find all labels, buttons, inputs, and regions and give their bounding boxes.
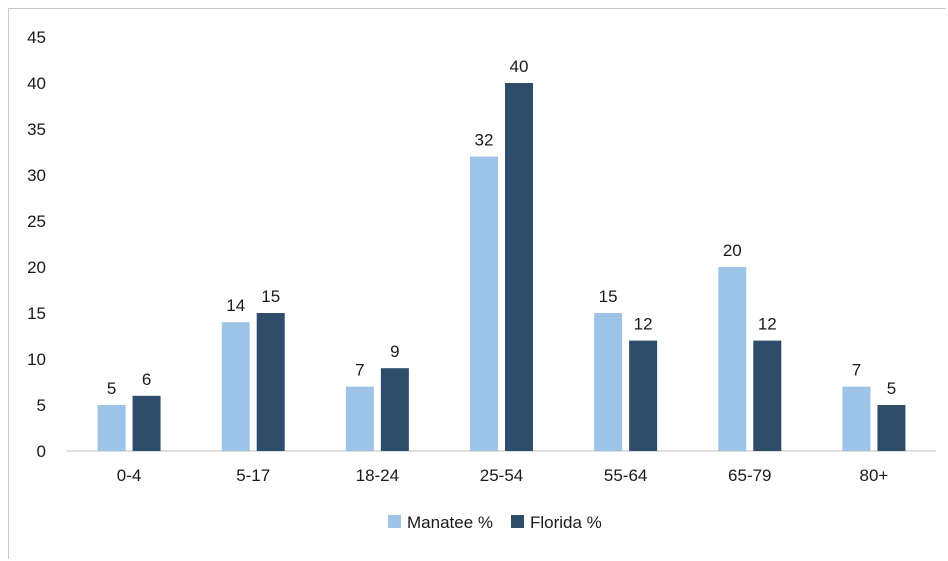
bar-florida [132,395,161,451]
data-label: 9 [390,342,399,361]
bar-manatee [345,386,374,451]
x-tick-label: 65-79 [728,466,771,485]
bar-manatee [594,313,623,451]
data-label: 40 [510,57,529,76]
data-label: 14 [226,296,245,315]
data-label: 5 [107,379,116,398]
data-label: 7 [852,361,861,380]
data-label: 7 [355,361,364,380]
y-tick-label: 5 [37,396,46,415]
y-tick-label: 15 [27,304,46,323]
x-tick-label: 5-17 [236,466,270,485]
legend-label: Manatee % [407,513,493,532]
y-tick-label: 0 [37,442,46,461]
bar-manatee [470,156,498,451]
data-label: 5 [887,379,896,398]
y-tick-label: 25 [27,212,46,231]
chart-frame [8,8,946,559]
bar-florida [505,83,533,451]
x-tick-label: 0-4 [117,466,142,485]
y-tick-label: 40 [27,74,46,93]
bar-florida [256,313,285,451]
bar-manatee [97,405,126,451]
data-label: 32 [475,131,494,150]
y-tick-label: 10 [27,350,46,369]
x-tick-label: 18-24 [356,466,399,485]
bar-manatee [221,322,250,451]
x-tick-label: 55-64 [604,466,647,485]
x-tick-label: 25-54 [480,466,523,485]
data-label: 15 [261,287,280,306]
legend-label: Florida % [530,513,602,532]
data-label: 12 [634,315,653,334]
data-label: 15 [599,287,618,306]
bar-manatee [718,267,747,451]
bar-florida [753,340,782,451]
legend-swatch-florida [511,515,524,528]
y-tick-label: 30 [27,166,46,185]
y-tick-label: 45 [27,28,46,47]
x-tick-label: 80+ [860,466,889,485]
bar-manatee [842,386,871,451]
bar-florida [380,368,409,451]
bar-florida [877,405,906,451]
data-label: 20 [723,241,742,260]
data-label: 6 [142,370,151,389]
data-label: 12 [758,315,777,334]
bar-florida [629,340,658,451]
legend-swatch-manatee [388,515,401,528]
y-tick-label: 20 [27,258,46,277]
y-tick-label: 35 [27,120,46,139]
